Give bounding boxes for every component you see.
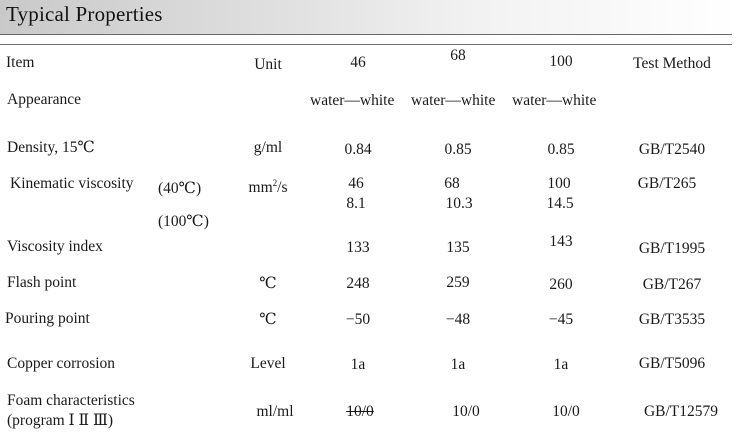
row-pouring-point-value-68: −48 [445, 311, 471, 328]
row-viscosity-index-method: GB/T1995 [638, 240, 706, 257]
row-copper-corrosion-unit: Level [250, 355, 286, 372]
column-header-grade-46: 46 [350, 54, 366, 71]
row-kinematic-viscosity-temp-100: (100℃) [158, 213, 209, 230]
row-kinematic-viscosity-method: GB/T265 [637, 175, 697, 192]
row-kinematic-viscosity-temp-40: (40℃) [158, 180, 202, 197]
row-flash-point-method: GB/T267 [642, 276, 702, 293]
row-copper-corrosion-method: GB/T5096 [638, 355, 706, 372]
row-pouring-point-value-46: −50 [345, 311, 371, 328]
row-pouring-point-label: Pouring point [5, 310, 90, 327]
row-flash-point-value-68: 259 [446, 274, 470, 291]
row-density-method: GB/T2540 [638, 141, 706, 158]
column-header-unit: Unit [254, 56, 282, 73]
row-foam-value-46: 10/0 [346, 403, 374, 420]
row-density-value-68: 0.85 [444, 141, 472, 158]
row-pouring-point-method: GB/T3535 [638, 311, 706, 328]
row-density-value-46: 0.84 [344, 141, 372, 158]
row-appearance-value-100: water—white [512, 92, 597, 109]
column-header-test-method: Test Method [633, 55, 711, 72]
row-viscosity-index-value-46: 133 [346, 239, 370, 256]
row-foam-label-line2: (program Ⅰ Ⅱ Ⅲ) [7, 412, 114, 429]
row-kinematic-viscosity-unit: mm2/s [248, 177, 288, 196]
row-kinematic-viscosity-40-value-46: 46 [348, 175, 364, 192]
row-flash-point-label: Flash point [7, 274, 77, 291]
row-appearance-label: Appearance [7, 91, 82, 108]
row-copper-corrosion-value-100: 1a [553, 356, 569, 373]
row-viscosity-index-value-68: 135 [446, 239, 470, 256]
row-density-label: Density, 15℃ [7, 139, 95, 156]
row-kinematic-viscosity-100-value-46: 8.1 [346, 195, 366, 212]
row-kinematic-viscosity-label: Kinematic viscosity [10, 175, 134, 192]
row-flash-point-unit: ℃ [259, 275, 277, 292]
row-kinematic-viscosity-40-value-68: 68 [444, 175, 460, 192]
column-header-grade-68: 68 [450, 47, 466, 64]
row-foam-value-68: 10/0 [452, 403, 480, 420]
row-foam-unit: ml/ml [256, 403, 294, 420]
section-header-band [0, 0, 739, 34]
table-top-rule [0, 44, 732, 45]
row-foam-label-line1: Foam characteristics [7, 392, 135, 409]
row-pouring-point-value-100: −45 [548, 311, 574, 328]
row-appearance-value-46: water—white [310, 92, 395, 109]
row-copper-corrosion-value-68: 1a [450, 356, 466, 373]
row-kinematic-viscosity-40-value-100: 100 [547, 175, 571, 192]
row-kinematic-viscosity-100-value-68: 10.3 [445, 195, 473, 212]
row-viscosity-index-label: Viscosity index [7, 238, 103, 255]
section-title: Typical Properties [6, 2, 163, 26]
title-divider [0, 34, 732, 35]
row-foam-value-100: 10/0 [552, 403, 580, 420]
row-copper-corrosion-label: Copper corrosion [7, 355, 116, 372]
row-foam-method: GB/T12579 [643, 403, 719, 420]
column-header-grade-100: 100 [549, 53, 573, 70]
row-viscosity-index-value-100: 143 [549, 233, 573, 250]
row-density-unit: g/ml [253, 139, 283, 156]
column-header-item: Item [6, 54, 35, 71]
row-kinematic-viscosity-100-value-100: 14.5 [546, 195, 574, 212]
row-flash-point-value-46: 248 [346, 275, 370, 292]
row-pouring-point-unit: ℃ [259, 311, 277, 328]
row-density-value-100: 0.85 [547, 141, 575, 158]
row-copper-corrosion-value-46: 1a [350, 356, 366, 373]
row-flash-point-value-100: 260 [549, 276, 573, 293]
row-appearance-value-68: water—white [411, 92, 496, 109]
